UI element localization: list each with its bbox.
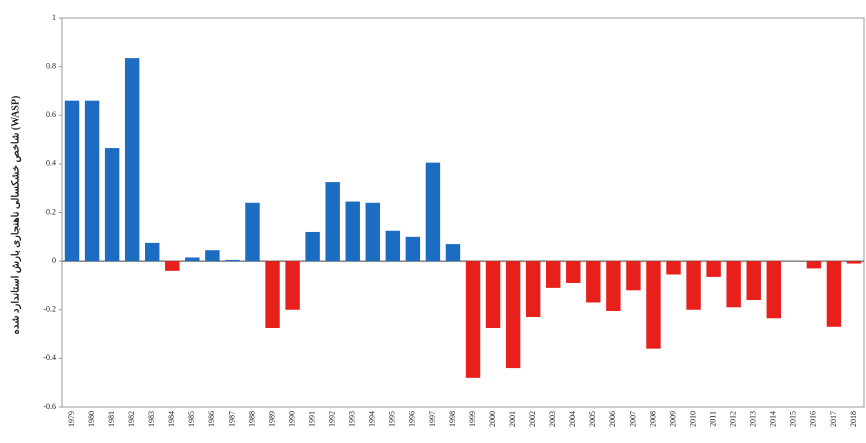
bar	[706, 261, 720, 277]
x-tick-label: 1993	[348, 411, 357, 427]
x-tick-label: 2007	[628, 411, 637, 427]
bar	[245, 203, 259, 261]
x-tick-label: 1997	[428, 411, 437, 427]
x-tick-label: 1986	[207, 411, 216, 427]
y-axis-title: شاخص خشکسالی ناهنجاری بارش استاندارد شده…	[10, 96, 21, 335]
x-tick-label: 2009	[668, 411, 677, 427]
bar	[185, 257, 199, 261]
x-tick-label: 1979	[67, 411, 76, 427]
bar	[666, 261, 680, 274]
y-tick-label: 0.2	[46, 207, 56, 216]
bar	[366, 203, 380, 261]
bar	[285, 261, 299, 310]
bar	[626, 261, 640, 290]
x-tick-label: 1998	[448, 411, 457, 427]
y-tick-label: -0.6	[43, 402, 56, 411]
bar	[305, 232, 319, 261]
x-tick-label: 1983	[147, 411, 156, 427]
x-tick-label: 1982	[127, 411, 136, 427]
x-tick-label: 2004	[568, 411, 577, 427]
bar	[346, 202, 360, 262]
x-tick-label: 2008	[648, 411, 657, 427]
x-tick-label: 1992	[328, 411, 337, 427]
plot-frame	[62, 18, 864, 407]
y-tick-label: -0.2	[43, 305, 56, 314]
x-tick-label: 2012	[729, 411, 738, 427]
bar	[145, 243, 159, 261]
bar	[85, 101, 99, 261]
bar	[526, 261, 540, 317]
x-tick-label: 1980	[87, 411, 96, 427]
bar	[807, 261, 821, 268]
bar	[265, 261, 279, 328]
bar	[406, 237, 420, 261]
x-tick-label: 2015	[789, 411, 798, 427]
x-tick-label: 1984	[167, 411, 176, 427]
y-tick-label: 0.8	[46, 61, 56, 70]
x-tick-label: 2011	[708, 411, 717, 427]
y-tick-label: -0.4	[43, 353, 56, 362]
x-tick-label: 1989	[267, 411, 276, 427]
bar	[827, 261, 841, 327]
x-tick-label: 1996	[408, 411, 417, 427]
x-tick-label: 2017	[829, 411, 838, 427]
chart: شاخص خشکسالی ناهنجاری بارش استاندارد شده…	[0, 0, 866, 443]
x-tick-label: 1985	[187, 411, 196, 427]
x-tick-label: 1994	[368, 411, 377, 427]
x-tick-label: 2018	[849, 411, 858, 427]
x-tick-label: 2001	[508, 411, 517, 427]
x-tick-label: 2010	[688, 411, 697, 427]
y-tick-label: 0.6	[46, 110, 56, 119]
x-tick-label: 2002	[528, 411, 537, 427]
bar	[386, 231, 400, 261]
x-tick-label: 1987	[227, 411, 236, 427]
bar	[767, 261, 781, 318]
bar	[426, 163, 440, 261]
bar	[606, 261, 620, 311]
x-tick-label: 1988	[247, 411, 256, 427]
bar	[546, 261, 560, 288]
y-tick-label: 0.4	[46, 159, 56, 168]
bar	[646, 261, 660, 349]
x-tick-label: 1981	[107, 411, 116, 427]
bar	[105, 148, 119, 261]
x-tick-label: 1995	[388, 411, 397, 427]
x-tick-label: 2006	[608, 411, 617, 427]
bar	[586, 261, 600, 302]
bar	[446, 244, 460, 261]
bar	[205, 250, 219, 261]
y-tick-label: 1	[52, 13, 56, 22]
x-tick-label: 1990	[287, 411, 296, 427]
bar	[566, 261, 580, 283]
x-tick-label: 1999	[468, 411, 477, 427]
bar	[747, 261, 761, 300]
x-tick-label: 2000	[488, 411, 497, 427]
y-tick-label: 0	[52, 256, 56, 265]
x-tick-label: 2016	[809, 411, 818, 427]
x-tick-label: 2003	[548, 411, 557, 427]
x-tick-label: 2014	[769, 411, 778, 427]
bar	[65, 101, 79, 261]
bar	[325, 182, 339, 261]
bar	[686, 261, 700, 310]
x-tick-label: 2005	[588, 411, 597, 427]
bar	[165, 261, 179, 271]
bar	[847, 261, 861, 263]
bar	[466, 261, 480, 378]
bar	[125, 58, 139, 261]
x-tick-label: 2013	[749, 411, 758, 427]
bar	[486, 261, 500, 328]
x-tick-label: 1991	[307, 411, 316, 427]
bar	[506, 261, 520, 368]
bar	[225, 260, 239, 261]
bar	[726, 261, 740, 307]
